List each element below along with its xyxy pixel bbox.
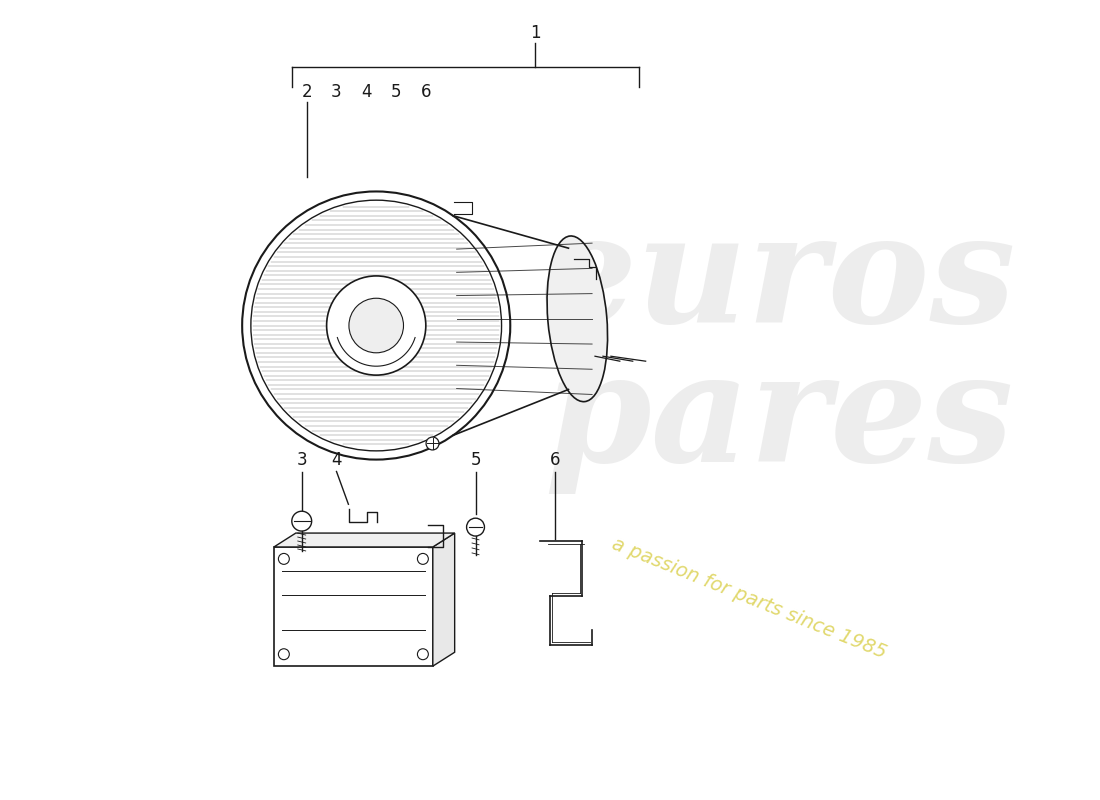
Text: 6: 6 xyxy=(550,450,560,469)
Text: 3: 3 xyxy=(331,83,342,101)
Ellipse shape xyxy=(547,236,607,402)
Circle shape xyxy=(327,276,426,375)
Text: euros: euros xyxy=(540,206,1016,355)
Polygon shape xyxy=(432,533,454,666)
Circle shape xyxy=(417,649,428,660)
Circle shape xyxy=(278,554,289,564)
Circle shape xyxy=(278,649,289,660)
Polygon shape xyxy=(274,533,454,547)
Text: 2: 2 xyxy=(301,83,312,101)
Circle shape xyxy=(292,511,311,531)
Circle shape xyxy=(242,191,510,459)
Bar xyxy=(274,547,432,666)
Text: 4: 4 xyxy=(361,83,372,101)
Circle shape xyxy=(426,437,439,450)
Text: 6: 6 xyxy=(420,83,431,101)
Circle shape xyxy=(349,298,404,353)
Text: 5: 5 xyxy=(390,83,402,101)
Text: 5: 5 xyxy=(471,450,481,469)
Circle shape xyxy=(417,554,428,564)
Text: pares: pares xyxy=(543,346,1013,494)
Text: 3: 3 xyxy=(296,450,307,469)
Text: a passion for parts since 1985: a passion for parts since 1985 xyxy=(608,534,889,662)
Text: 1: 1 xyxy=(530,25,540,42)
Circle shape xyxy=(466,518,484,536)
Text: 4: 4 xyxy=(331,450,342,469)
